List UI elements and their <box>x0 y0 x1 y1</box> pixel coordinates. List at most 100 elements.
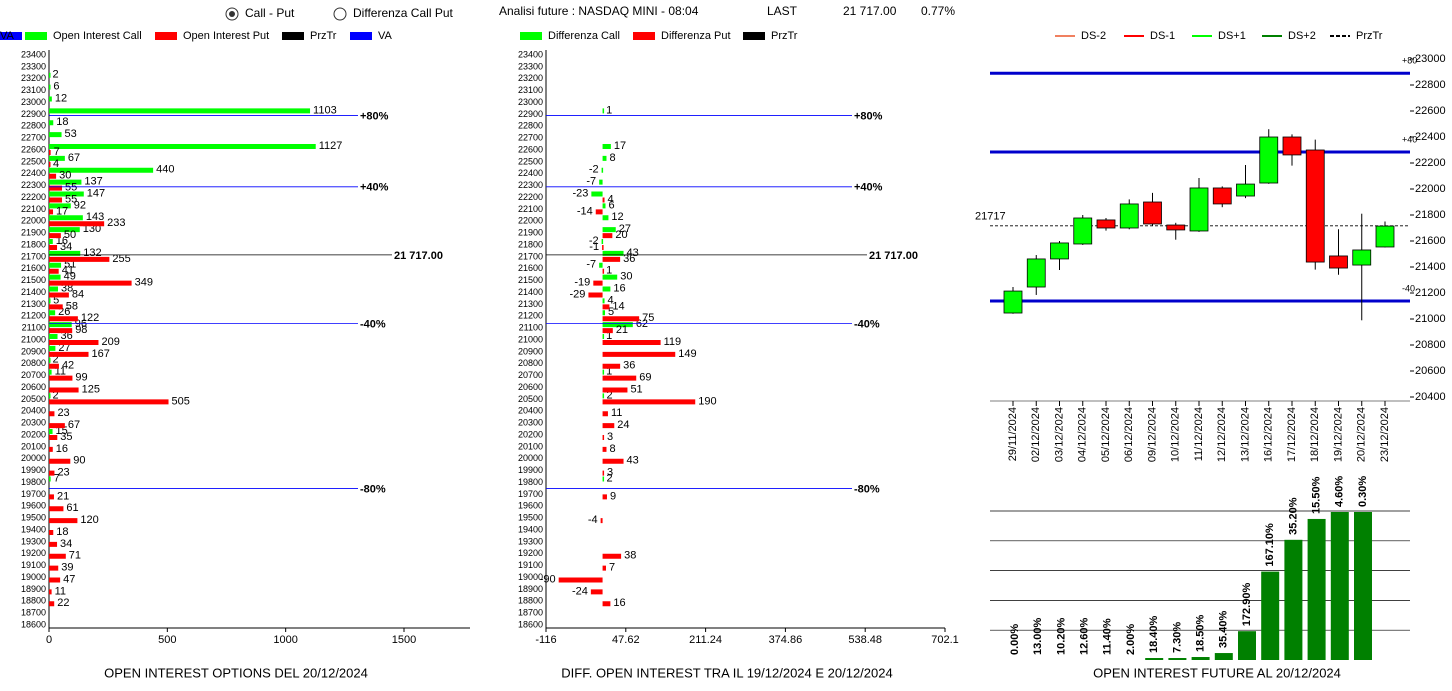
bar <box>602 322 633 328</box>
y-tick-label: 19700 <box>518 489 543 499</box>
data-label: -7 <box>586 259 596 271</box>
candle-body <box>1119 203 1139 229</box>
data-label: 3 <box>607 467 613 479</box>
bar <box>49 262 62 268</box>
bar <box>602 565 606 571</box>
radio-label[interactable]: Differenza Call Put <box>353 6 453 20</box>
bar-label: 18.40% <box>1148 615 1160 653</box>
y-tick-label: 20500 <box>21 394 46 404</box>
y-tick-label: 22100 <box>21 204 46 214</box>
data-label: 11 <box>55 366 66 378</box>
bar <box>49 316 78 322</box>
legend-swatch <box>520 32 542 40</box>
y-tick-label: 21800 <box>1415 209 1446 221</box>
data-label: 18 <box>56 116 68 128</box>
data-label: 53 <box>65 128 77 140</box>
bar <box>602 393 605 399</box>
y-tick-label: 22900 <box>21 109 46 119</box>
x-tick-label: 17/12/2024 <box>1286 407 1298 462</box>
data-label: 58 <box>66 300 78 312</box>
bar <box>49 120 54 126</box>
legend-label: PrzTr <box>310 30 337 42</box>
candle-body <box>1050 242 1069 260</box>
y-tick-label: 20500 <box>518 394 543 404</box>
data-label: 21 <box>57 490 69 502</box>
data-label: 7 <box>609 562 615 574</box>
y-tick-label: 23000 <box>21 97 46 107</box>
y-tick-label: 18600 <box>21 619 46 629</box>
y-tick-label: 23200 <box>518 73 543 83</box>
bar <box>49 191 84 197</box>
data-label: 2 <box>607 472 613 484</box>
bar <box>49 530 54 535</box>
bar <box>49 334 58 339</box>
data-label: 6 <box>609 199 615 211</box>
y-tick-label: 21800 <box>518 239 543 249</box>
bar-label: 35.20% <box>1287 497 1299 535</box>
x-tick-label: 702.1 <box>931 634 959 646</box>
y-tick-label: 20100 <box>21 441 46 451</box>
y-tick-label: 21200 <box>21 311 46 321</box>
data-label: 90 <box>73 455 85 467</box>
bar <box>558 577 603 583</box>
y-tick-label: 18800 <box>21 596 46 606</box>
radio-button[interactable] <box>333 7 347 21</box>
x-tick-label: 10/12/2024 <box>1170 407 1182 462</box>
data-label: 190 <box>698 395 716 407</box>
bar <box>49 363 59 369</box>
data-label: 27 <box>619 223 631 235</box>
data-label: 233 <box>107 217 125 229</box>
data-label: -23 <box>572 187 588 199</box>
y-tick-label: 18800 <box>518 596 543 606</box>
y-tick-label: 18700 <box>518 608 543 618</box>
x-tick-label: 0 <box>46 634 52 646</box>
bar-label: 12.60% <box>1079 617 1091 655</box>
legend-label: DS+1 <box>1218 30 1246 42</box>
data-label: 51 <box>630 383 642 395</box>
y-tick-label: 19100 <box>21 560 46 570</box>
y-tick-label: 19600 <box>518 501 543 511</box>
y-tick-label: 21500 <box>21 275 46 285</box>
data-label: 1 <box>606 265 612 277</box>
data-label: -14 <box>577 205 593 217</box>
y-tick-label: 19200 <box>21 548 46 558</box>
bar-label: 4.60% <box>1334 476 1346 507</box>
data-label: 137 <box>84 176 102 188</box>
data-label: 4 <box>608 294 614 306</box>
bar <box>602 494 607 500</box>
legend-swatch <box>0 32 22 40</box>
candle-body <box>1259 136 1279 184</box>
data-label: 49 <box>64 271 76 283</box>
bar <box>49 589 52 595</box>
data-label: 17 <box>614 140 626 152</box>
legend-label: PrzTr <box>771 30 798 42</box>
legend-label: PrzTr <box>1356 30 1383 42</box>
legend-swatch <box>743 32 765 40</box>
y-tick-label: 20800 <box>518 358 543 368</box>
bar <box>602 399 696 405</box>
va-label: -40 <box>1402 283 1415 293</box>
y-tick-label: 23300 <box>518 61 543 71</box>
data-label: 16 <box>613 282 625 294</box>
bar <box>49 233 61 239</box>
legend-swatch <box>25 32 47 40</box>
y-tick-label: 23400 <box>518 49 543 59</box>
bar <box>1284 539 1303 660</box>
bar <box>49 435 58 440</box>
bar <box>1168 658 1187 660</box>
x-tick-label: 09/12/2024 <box>1146 407 1158 462</box>
data-label: 4 <box>53 158 59 170</box>
bar <box>602 316 640 322</box>
bar <box>49 518 78 524</box>
bar <box>49 221 105 227</box>
y-tick-label: 21400 <box>1415 261 1446 273</box>
bar <box>49 179 82 185</box>
radio-label[interactable]: Call - Put <box>245 6 295 20</box>
y-tick-label: 20300 <box>21 418 46 428</box>
level-label: -80% <box>854 483 880 495</box>
bar <box>1214 653 1233 660</box>
y-tick-label: 20200 <box>21 429 46 439</box>
bar <box>49 393 51 399</box>
data-label: 125 <box>82 383 100 395</box>
bar <box>49 268 59 274</box>
